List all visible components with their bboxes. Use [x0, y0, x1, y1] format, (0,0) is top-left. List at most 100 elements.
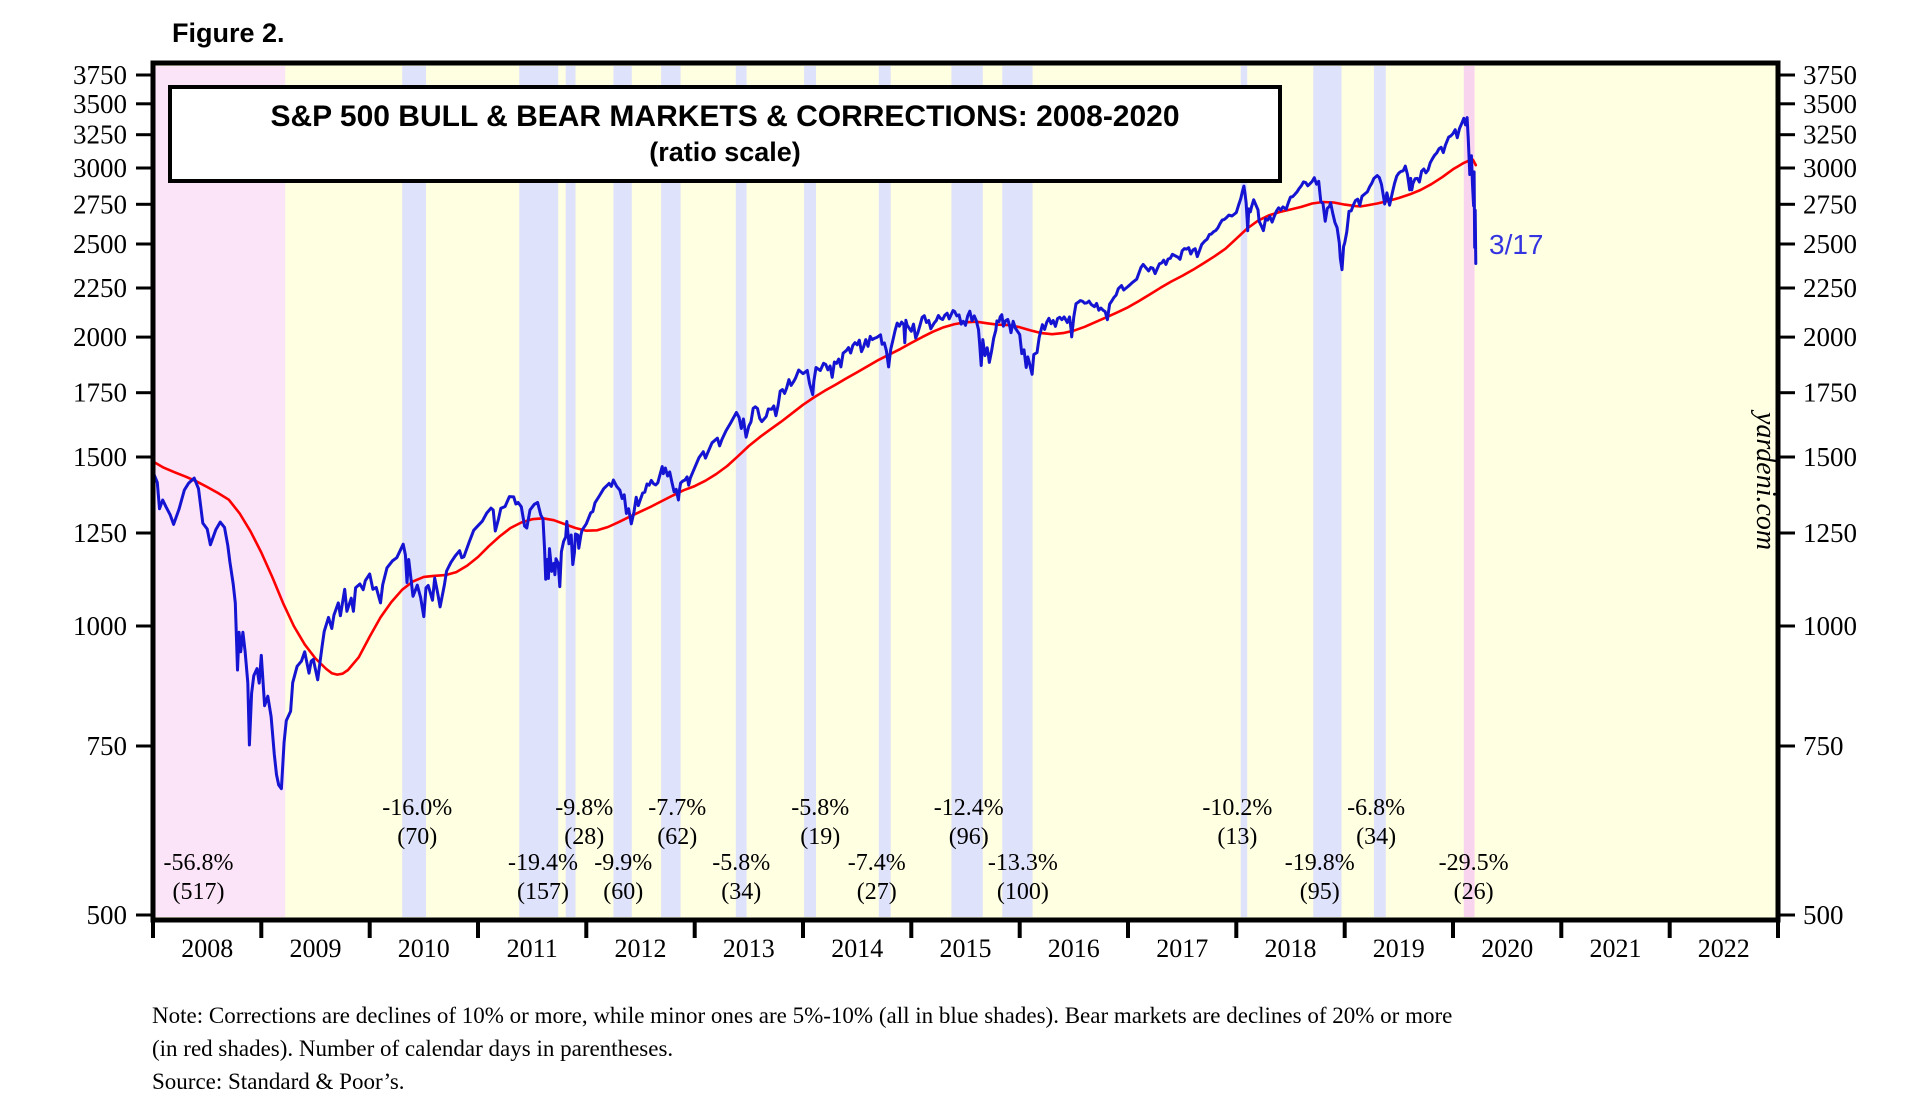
correction-band	[804, 66, 816, 917]
decline-days-label: (13)	[1217, 824, 1257, 850]
note-line-2: (in red shades). Number of calendar days…	[152, 1036, 674, 1061]
y-tick-label-right: 2250	[1803, 273, 1857, 303]
y-tick-label-left: 750	[87, 731, 128, 761]
x-tick-label: 2008	[181, 934, 233, 963]
correction-band	[402, 66, 426, 917]
y-tick-label-right: 2000	[1803, 322, 1857, 352]
decline-pct-label: -13.3%	[988, 850, 1058, 876]
decline-days-label: (100)	[997, 879, 1049, 905]
bear-band	[1463, 66, 1475, 917]
y-tick-label-left: 2000	[73, 322, 127, 352]
decline-pct-label: -19.8%	[1285, 850, 1355, 876]
decline-days-label: (26)	[1454, 879, 1494, 905]
y-tick-label-left: 3000	[73, 153, 127, 183]
correction-band	[878, 66, 891, 917]
decline-pct-label: -5.8%	[712, 850, 770, 876]
x-tick-label: 2012	[615, 934, 667, 963]
y-tick-label-right: 3500	[1803, 89, 1857, 119]
decline-days-label: (27)	[857, 879, 897, 905]
decline-pct-label: -29.5%	[1439, 850, 1509, 876]
correction-band	[613, 66, 632, 917]
y-tick-label-right: 3250	[1803, 120, 1857, 150]
x-tick-label: 2022	[1698, 934, 1750, 963]
decline-pct-label: -12.4%	[934, 795, 1004, 821]
note-block: Note: Corrections are declines of 10% or…	[152, 999, 1452, 1098]
y-tick-label-left: 1750	[73, 378, 127, 408]
y-tick-label-right: 1500	[1803, 442, 1857, 472]
decline-pct-label: -5.8%	[791, 795, 849, 821]
decline-pct-label: -7.7%	[648, 795, 706, 821]
correction-band	[951, 66, 983, 917]
decline-pct-label: -7.4%	[848, 850, 906, 876]
y-tick-label-right: 1750	[1803, 378, 1857, 408]
decline-days-label: (70)	[397, 824, 437, 850]
y-tick-label-left: 1500	[73, 442, 127, 472]
decline-days-label: (62)	[657, 824, 697, 850]
x-tick-label: 2013	[723, 934, 775, 963]
y-tick-label-right: 3750	[1803, 60, 1857, 90]
y-tick-label-left: 1000	[73, 611, 127, 641]
y-tick-label-right: 750	[1803, 731, 1844, 761]
correction-band	[735, 66, 747, 917]
latest-date-label: 3/17	[1489, 229, 1544, 260]
x-tick-label: 2014	[831, 934, 883, 963]
y-tick-label-right: 2500	[1803, 229, 1857, 259]
y-tick-label-left: 2500	[73, 229, 127, 259]
decline-pct-label: -9.8%	[555, 795, 613, 821]
decline-pct-label: -19.4%	[508, 850, 578, 876]
decline-pct-label: -16.0%	[382, 795, 452, 821]
chart-subtitle: (ratio scale)	[649, 137, 801, 167]
x-tick-label: 2009	[290, 934, 342, 963]
x-tick-label: 2018	[1265, 934, 1317, 963]
y-tick-label-left: 3500	[73, 89, 127, 119]
y-tick-label-left: 3250	[73, 120, 127, 150]
figure-label: Figure 2.	[172, 18, 285, 48]
source-line: Source: Standard & Poor’s.	[152, 1069, 405, 1094]
y-tick-label-left: 2750	[73, 189, 127, 219]
correction-band	[1240, 66, 1248, 917]
decline-days-label: (19)	[800, 824, 840, 850]
x-tick-label: 2010	[398, 934, 450, 963]
decline-days-label: (517)	[173, 879, 225, 905]
correction-band	[1373, 66, 1386, 917]
y-tick-label-left: 1250	[73, 518, 127, 548]
y-tick-label-left: 500	[87, 900, 128, 930]
decline-pct-label: -56.8%	[164, 850, 234, 876]
x-tick-label: 2020	[1481, 934, 1533, 963]
x-tick-label: 2015	[940, 934, 992, 963]
decline-days-label: (28)	[564, 824, 604, 850]
correction-band	[1002, 66, 1033, 917]
decline-days-label: (95)	[1300, 879, 1340, 905]
y-tick-label-left: 2250	[73, 273, 127, 303]
decline-days-label: (34)	[721, 879, 761, 905]
x-tick-label: 2016	[1048, 934, 1100, 963]
x-tick-label: 2019	[1373, 934, 1425, 963]
decline-days-label: (60)	[603, 879, 643, 905]
y-tick-label-left: 3750	[73, 60, 127, 90]
decline-pct-label: -6.8%	[1347, 795, 1405, 821]
correction-band	[519, 66, 559, 917]
x-tick-label: 2021	[1590, 934, 1642, 963]
watermark-yardeni: yardeni.com	[1750, 412, 1781, 551]
note-line-1: Note: Corrections are declines of 10% or…	[152, 1003, 1453, 1028]
plot-border	[150, 60, 1781, 923]
y-tick-label-right: 3000	[1803, 153, 1857, 183]
correction-band	[1313, 66, 1342, 917]
decline-pct-label: -9.9%	[594, 850, 652, 876]
correction-band	[565, 66, 576, 917]
bear-band	[153, 66, 286, 917]
x-tick-label: 2017	[1156, 934, 1208, 963]
decline-days-label: (157)	[517, 879, 569, 905]
correction-band	[661, 66, 681, 917]
decline-pct-label: -10.2%	[1202, 795, 1272, 821]
y-tick-label-right: 1250	[1803, 518, 1857, 548]
decline-days-label: (34)	[1356, 824, 1396, 850]
y-tick-label-right: 500	[1803, 900, 1844, 930]
chart-title: S&P 500 BULL & BEAR MARKETS & CORRECTION…	[270, 100, 1180, 133]
x-tick-label: 2011	[507, 934, 558, 963]
y-tick-label-right: 1000	[1803, 611, 1857, 641]
chart-title-box: S&P 500 BULL & BEAR MARKETS & CORRECTION…	[168, 85, 1282, 183]
decline-days-label: (96)	[949, 824, 989, 850]
